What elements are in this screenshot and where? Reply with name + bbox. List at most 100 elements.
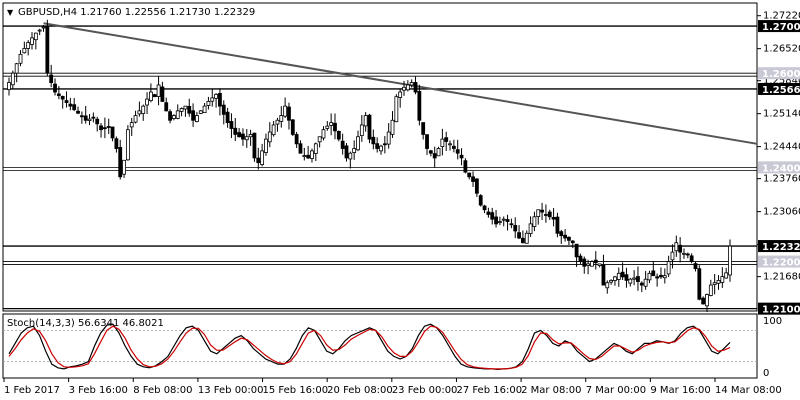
candle-body xyxy=(141,105,146,114)
candle-body xyxy=(544,214,548,216)
candle xyxy=(593,251,598,270)
candle-body xyxy=(655,276,660,279)
candle xyxy=(578,253,583,265)
candle-body xyxy=(68,103,73,107)
candle xyxy=(597,263,602,268)
candle-body xyxy=(233,127,238,135)
candle xyxy=(398,88,403,108)
candle xyxy=(229,113,234,138)
candle-body xyxy=(716,279,721,284)
candle xyxy=(478,194,483,207)
y-tick-label: 1.25140 xyxy=(763,109,800,120)
candle xyxy=(613,275,617,286)
candle-body xyxy=(290,119,295,135)
candle-body xyxy=(578,255,583,262)
candle xyxy=(148,83,153,103)
x-tick-label: 13 Feb 00:00 xyxy=(198,385,264,396)
symbol-dropdown-icon[interactable]: ▼ xyxy=(7,8,14,17)
candle xyxy=(647,270,652,284)
candle xyxy=(528,216,533,237)
candle-body xyxy=(30,37,34,45)
candle-body xyxy=(248,133,253,138)
candle xyxy=(233,117,238,141)
y-tick-label: 1.24440 xyxy=(763,142,800,153)
candle xyxy=(497,216,502,226)
candle xyxy=(333,113,337,140)
candle xyxy=(168,109,172,124)
candle-body xyxy=(367,114,372,140)
candle-body xyxy=(567,236,571,241)
candle-body xyxy=(394,96,399,123)
candle xyxy=(670,244,675,269)
candle xyxy=(41,25,46,32)
candle-body xyxy=(76,110,80,114)
stoch-series-line xyxy=(8,323,731,371)
candle-body xyxy=(551,217,556,220)
candle-body xyxy=(356,136,360,151)
candle xyxy=(95,116,100,132)
candle-body xyxy=(624,274,629,281)
candle-body xyxy=(310,150,314,159)
candle xyxy=(183,105,188,117)
candle xyxy=(413,76,418,95)
candle xyxy=(471,171,475,187)
candle xyxy=(110,126,115,142)
candle xyxy=(302,147,307,161)
candle xyxy=(639,281,644,293)
candle xyxy=(187,98,192,117)
candle xyxy=(521,230,525,244)
candle xyxy=(64,91,69,108)
candle-body xyxy=(317,136,322,143)
candle-body xyxy=(436,148,441,157)
candle xyxy=(348,151,353,169)
price-tag-label: 1.25665 xyxy=(762,85,800,96)
y-tick-label: 1.21680 xyxy=(763,272,800,283)
candle-body xyxy=(678,244,683,253)
price-axis: 1.27220 1.26520 1.25840 1.25140 1.24440 1.237… xyxy=(757,11,800,379)
candle-body xyxy=(528,223,533,234)
candle-body xyxy=(64,100,69,104)
price-tag-label: 1.22000 xyxy=(762,258,800,269)
candle-body xyxy=(555,216,560,234)
candle-body xyxy=(156,84,161,97)
candle-body xyxy=(91,116,96,119)
candle-body xyxy=(413,82,418,93)
candle-body xyxy=(10,72,15,86)
candle-body xyxy=(218,93,222,107)
candle xyxy=(10,70,15,90)
candle-body xyxy=(563,234,567,239)
candle-body xyxy=(359,124,364,136)
candle-body xyxy=(620,271,625,278)
candle-body xyxy=(18,53,23,64)
candle-body xyxy=(244,136,249,141)
candle-body xyxy=(482,205,487,211)
candle-body xyxy=(689,255,694,262)
candle-body xyxy=(712,282,717,285)
candle-body xyxy=(540,209,544,213)
candle xyxy=(22,41,27,54)
candle xyxy=(540,202,544,221)
candle-body xyxy=(459,154,464,159)
candle-body xyxy=(521,237,525,244)
x-tick-label: 1 Feb 2017 xyxy=(4,385,60,396)
candle-body xyxy=(597,263,602,266)
candle xyxy=(279,106,284,128)
candle-body xyxy=(708,284,713,296)
candle xyxy=(486,207,491,218)
candle-body xyxy=(685,253,690,256)
candle-body xyxy=(417,91,422,121)
candle-body xyxy=(586,263,591,266)
price-tags: 1.27000 1.26000 1.25665 1.24000 1.22329 1.220… xyxy=(758,20,800,316)
candle xyxy=(609,279,614,285)
candle-body xyxy=(26,42,31,49)
x-tick-label: 27 Feb 16:00 xyxy=(456,385,522,396)
candle xyxy=(72,97,77,112)
candle xyxy=(628,277,633,287)
candle xyxy=(325,121,330,131)
candle-body xyxy=(613,276,617,281)
candle-body xyxy=(616,272,621,280)
x-tick-label: 9 Mar 16:00 xyxy=(650,385,710,396)
candle xyxy=(632,270,637,286)
candle-body xyxy=(455,149,460,154)
candle-body xyxy=(129,122,134,128)
